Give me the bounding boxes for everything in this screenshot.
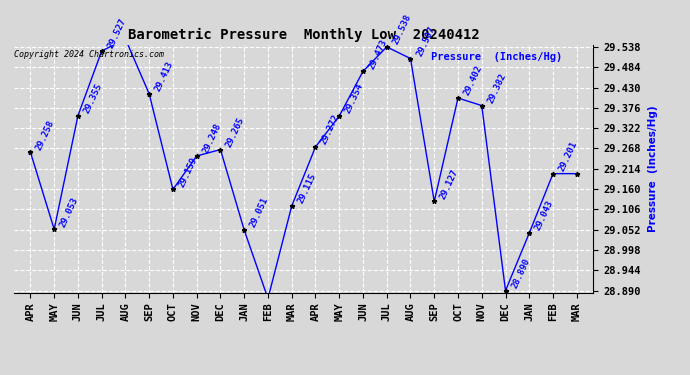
Text: 29.265: 29.265 bbox=[225, 116, 246, 149]
Text: 29.248: 29.248 bbox=[201, 122, 223, 155]
Text: 29.159: 29.159 bbox=[177, 156, 199, 189]
Text: 28.869: 28.869 bbox=[0, 374, 1, 375]
Text: 29.355: 29.355 bbox=[82, 82, 104, 115]
Text: 29.258: 29.258 bbox=[34, 118, 57, 152]
Title: Barometric Pressure  Monthly Low  20240412: Barometric Pressure Monthly Low 20240412 bbox=[128, 28, 480, 42]
Text: 29.051: 29.051 bbox=[248, 196, 270, 229]
Text: 29.507: 29.507 bbox=[415, 25, 437, 58]
Text: 29.382: 29.382 bbox=[486, 72, 508, 105]
Text: 29.413: 29.413 bbox=[153, 60, 175, 93]
Text: 28.890: 28.890 bbox=[510, 257, 531, 290]
Text: 29.402: 29.402 bbox=[462, 64, 484, 97]
Text: 29.538: 29.538 bbox=[391, 13, 413, 46]
Text: Pressure  (Inches/Hg): Pressure (Inches/Hg) bbox=[431, 53, 562, 62]
Text: 29.043: 29.043 bbox=[533, 199, 555, 232]
Text: 29.559: 29.559 bbox=[0, 374, 1, 375]
Text: 29.354: 29.354 bbox=[344, 82, 365, 116]
Text: Copyright 2024 Chartronics.com: Copyright 2024 Chartronics.com bbox=[14, 50, 164, 59]
Text: 29.473: 29.473 bbox=[367, 38, 389, 70]
Text: 29.272: 29.272 bbox=[319, 113, 342, 146]
Text: 29.115: 29.115 bbox=[296, 172, 317, 205]
Text: 29.527: 29.527 bbox=[106, 17, 128, 50]
Text: 29.201: 29.201 bbox=[558, 140, 579, 173]
Text: 29.053: 29.053 bbox=[59, 195, 80, 228]
Text: 29.127: 29.127 bbox=[438, 168, 460, 201]
Y-axis label: Pressure  (Inches/Hg): Pressure (Inches/Hg) bbox=[648, 105, 658, 232]
